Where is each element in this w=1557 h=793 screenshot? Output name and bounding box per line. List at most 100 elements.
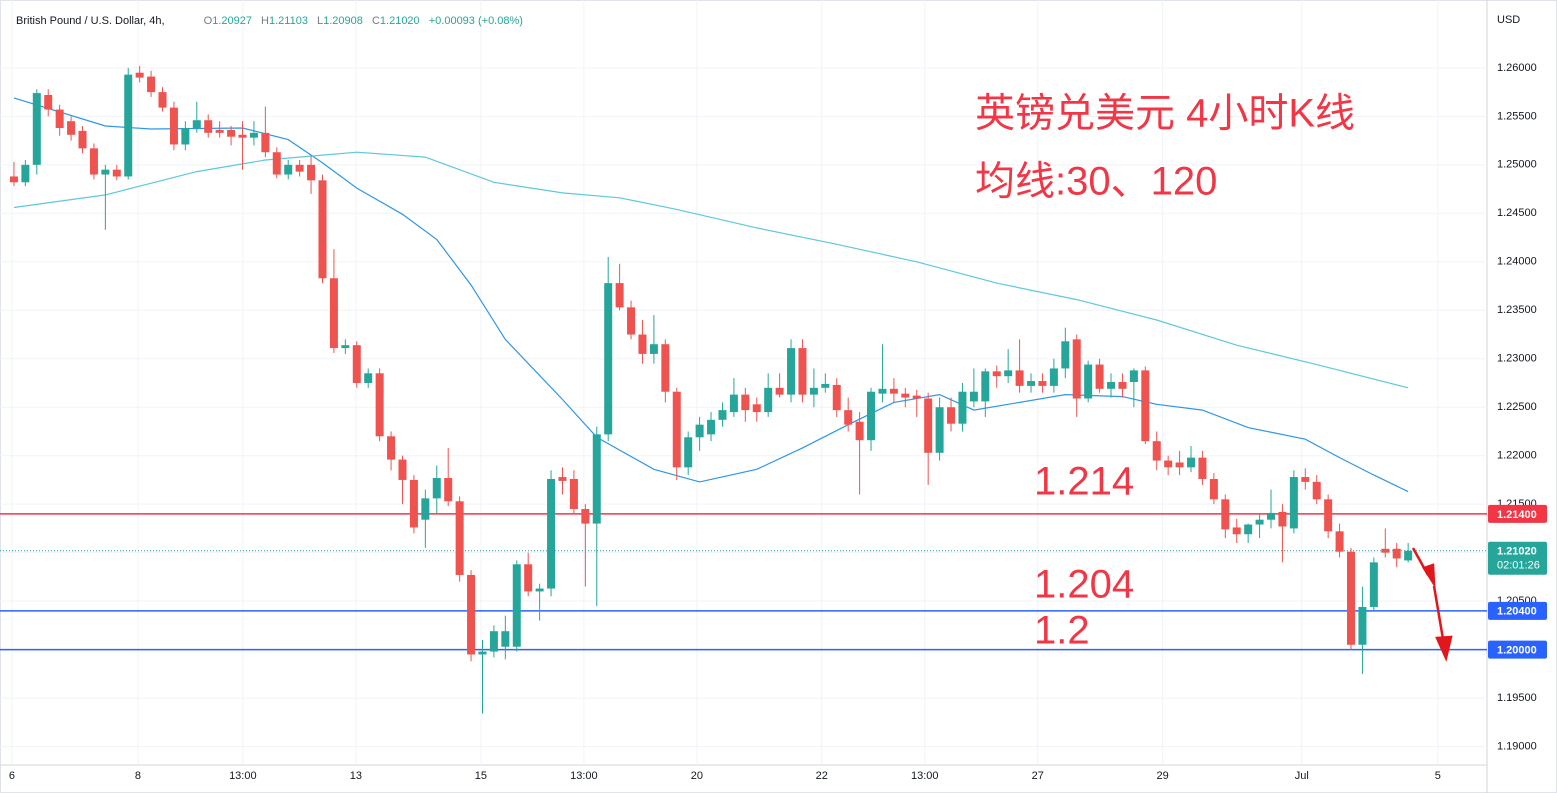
candle-body bbox=[261, 132, 270, 153]
candle-body bbox=[501, 631, 510, 647]
candle-body bbox=[478, 651, 487, 655]
x-tick-label: 13 bbox=[350, 770, 362, 782]
candle-body bbox=[1141, 370, 1150, 442]
arrow-line bbox=[1432, 585, 1446, 646]
candle-body bbox=[169, 107, 178, 145]
x-tick-label: 20 bbox=[691, 770, 703, 782]
x-tick-label: 6 bbox=[9, 770, 15, 782]
candle-body bbox=[1015, 370, 1024, 386]
candle-body bbox=[444, 478, 453, 502]
candle-body bbox=[1244, 524, 1253, 535]
candle-body bbox=[672, 391, 681, 468]
last-price-label: 1.21020 bbox=[1497, 546, 1537, 558]
candle-body bbox=[9, 176, 18, 183]
x-tick-label: 5 bbox=[1435, 770, 1441, 782]
annotation-level: 1.214 bbox=[1034, 460, 1134, 504]
candle-body bbox=[695, 424, 704, 438]
candle-body bbox=[947, 407, 956, 424]
candle-body bbox=[1107, 382, 1116, 389]
candle-body bbox=[604, 283, 613, 435]
candle-body bbox=[1392, 548, 1401, 559]
candle-body bbox=[1347, 551, 1356, 645]
candle-body bbox=[821, 383, 830, 388]
price-line-label-bg bbox=[1488, 601, 1547, 620]
candle-body bbox=[844, 410, 853, 425]
x-tick-label: 8 bbox=[135, 770, 141, 782]
candle-body bbox=[67, 121, 76, 135]
low-value: 1.20908 bbox=[323, 15, 363, 27]
x-tick-label: 29 bbox=[1157, 770, 1169, 782]
candle-body bbox=[627, 307, 636, 335]
candle-body bbox=[558, 477, 567, 481]
axes: 1.190001.195001.200001.205001.210001.215… bbox=[9, 62, 1547, 782]
candle-body bbox=[1312, 481, 1321, 500]
candle-body bbox=[1004, 370, 1013, 377]
candle-body bbox=[21, 164, 30, 183]
candle-body bbox=[329, 278, 338, 349]
candle-body bbox=[318, 180, 327, 279]
candle-body bbox=[1278, 511, 1287, 527]
x-tick-label: 13:00 bbox=[570, 770, 598, 782]
countdown: 02:01:26 bbox=[1497, 560, 1540, 572]
candle-body bbox=[227, 129, 236, 137]
annotation-level: 1.204 bbox=[1034, 563, 1134, 607]
annotation-level: 1.2 bbox=[1034, 609, 1090, 653]
candle-body bbox=[592, 434, 601, 524]
candle-body bbox=[1049, 368, 1058, 386]
candle-body bbox=[467, 574, 476, 655]
candle-body bbox=[718, 410, 727, 420]
arrow-head bbox=[1435, 635, 1453, 662]
candle-body bbox=[969, 391, 978, 402]
candle-body bbox=[649, 344, 658, 354]
candle-body bbox=[1198, 457, 1207, 479]
candle-body bbox=[924, 398, 933, 453]
y-tick-label: 1.22500 bbox=[1497, 401, 1537, 413]
candle-body bbox=[798, 348, 807, 395]
candle-body bbox=[661, 344, 670, 392]
open-value: 1.20927 bbox=[212, 15, 252, 27]
price-line-label: 1.20400 bbox=[1497, 606, 1537, 618]
candle-body bbox=[352, 345, 361, 383]
y-tick-label: 1.25500 bbox=[1497, 110, 1537, 122]
symbol: British Pound / U.S. Dollar, 4h, bbox=[16, 15, 165, 27]
candle-body bbox=[764, 387, 773, 413]
close-value: 1.21020 bbox=[380, 15, 420, 27]
candle-body bbox=[1164, 460, 1173, 468]
candle-body bbox=[901, 393, 910, 398]
candle-body bbox=[775, 387, 784, 395]
candle-body bbox=[44, 95, 53, 110]
candle-body bbox=[147, 76, 156, 93]
candle-body bbox=[581, 509, 590, 524]
candle-body bbox=[547, 478, 556, 589]
candle-body bbox=[1095, 364, 1104, 389]
candle-body bbox=[1404, 550, 1413, 561]
candle-body bbox=[1221, 499, 1230, 530]
price-line-label-bg bbox=[1488, 640, 1547, 659]
candle-body bbox=[101, 169, 110, 175]
candle-body bbox=[615, 283, 624, 308]
candle-body bbox=[855, 421, 864, 441]
candle-body bbox=[341, 345, 350, 349]
candle-body bbox=[1381, 548, 1390, 553]
candle-body bbox=[295, 164, 304, 172]
x-tick-label: 13:00 bbox=[229, 770, 257, 782]
low-label: L bbox=[317, 15, 323, 27]
candle-body bbox=[524, 564, 533, 592]
price-line-label: 1.21400 bbox=[1497, 509, 1537, 521]
candle-body bbox=[1289, 477, 1298, 529]
x-tick-label: 27 bbox=[1032, 770, 1044, 782]
price-lines bbox=[0, 513, 1487, 651]
candle-body bbox=[158, 92, 167, 108]
high-label: H bbox=[261, 15, 269, 27]
candle-body bbox=[89, 148, 98, 175]
candle-body bbox=[569, 478, 578, 510]
close-label: C bbox=[372, 15, 380, 27]
candle-body bbox=[135, 72, 144, 78]
forecast-arrows bbox=[1411, 547, 1453, 662]
candle-body bbox=[1027, 381, 1036, 386]
candle-body bbox=[249, 132, 258, 138]
candle-body bbox=[421, 498, 430, 520]
candle-body bbox=[1209, 478, 1218, 500]
price-line-label-bg bbox=[1488, 504, 1547, 523]
